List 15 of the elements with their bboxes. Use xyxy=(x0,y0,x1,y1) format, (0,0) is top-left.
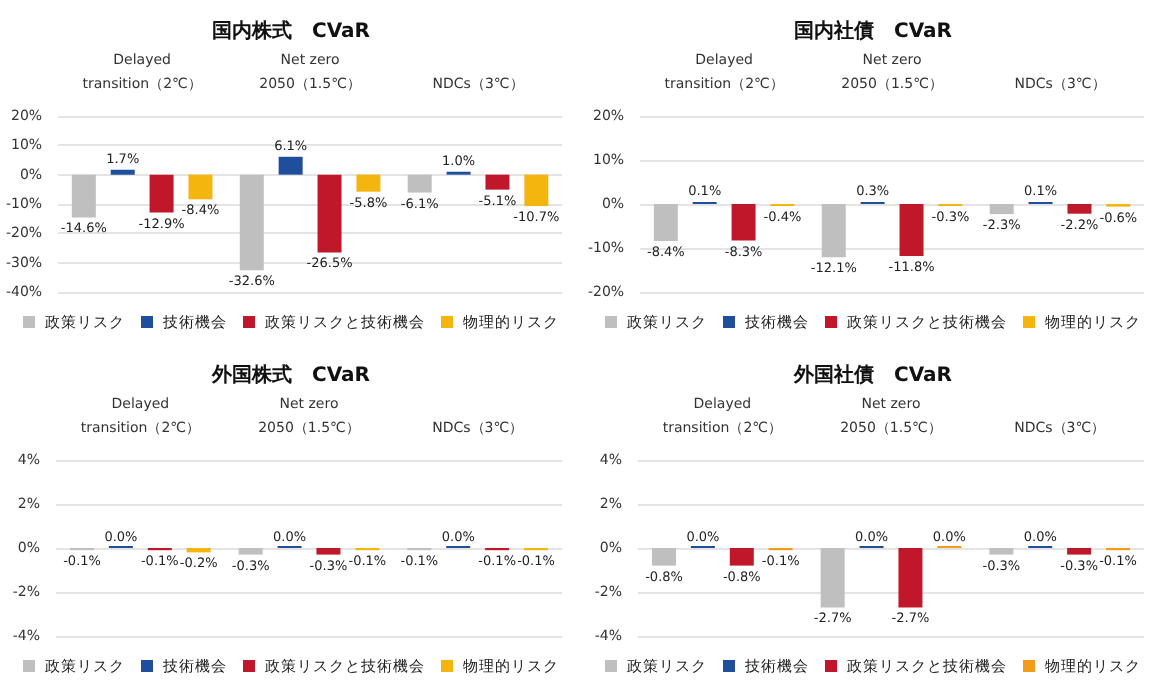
bar xyxy=(407,174,432,193)
bar xyxy=(71,174,96,218)
bar xyxy=(149,174,174,213)
bar xyxy=(188,174,213,200)
bar xyxy=(485,174,510,190)
chart-title: 外国株式 CVaR xyxy=(210,363,371,387)
chart-title: 外国社債 CVaR xyxy=(792,363,953,387)
bar xyxy=(278,156,303,175)
chart-title: 国内株式 CVaR xyxy=(212,19,371,43)
bar xyxy=(317,174,342,253)
bar xyxy=(524,174,549,207)
bar xyxy=(239,174,264,271)
bar xyxy=(110,169,135,175)
chart-title: 国内社債 CVaR xyxy=(794,19,953,43)
bar xyxy=(356,174,381,192)
